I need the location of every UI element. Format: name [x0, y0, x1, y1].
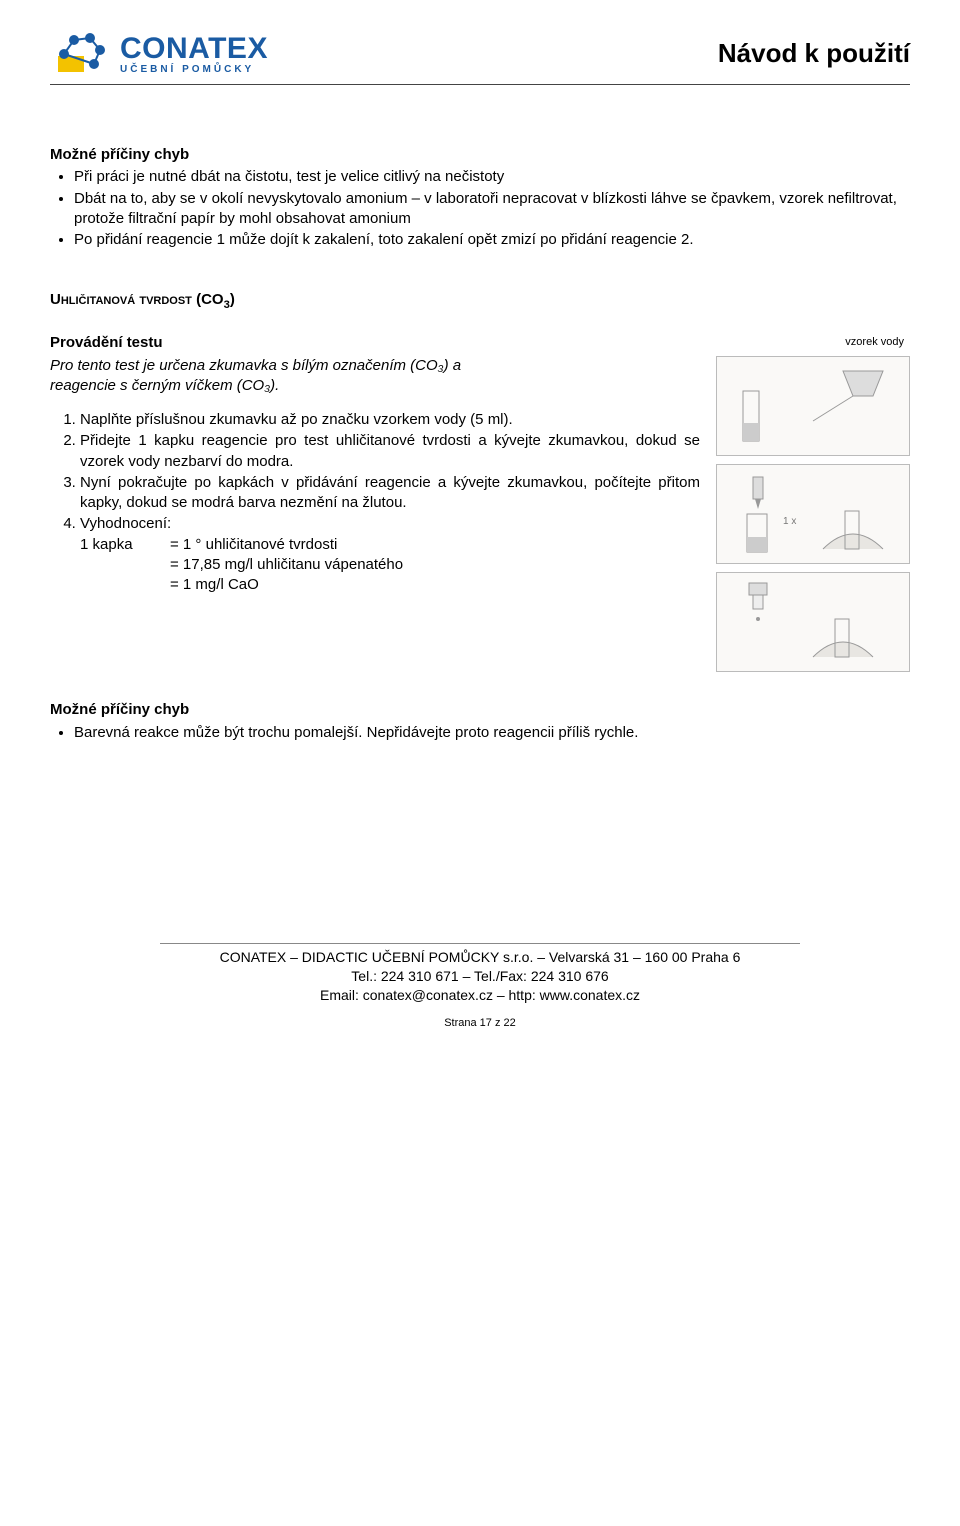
step-item: Přidejte 1 kapku reagencie pro test uhli… — [80, 431, 700, 472]
svg-text:1 x: 1 x — [783, 516, 796, 527]
figure-column: vzorek vody 1 x — [710, 333, 910, 680]
list-item: Po přidání reagencie 1 může dojít k zaka… — [74, 230, 910, 250]
error-causes-list-1: Při práci je nutné dbát na čistotu, test… — [50, 167, 910, 250]
intro-line: Pro tento test je určena zkumavka s bílý… — [50, 357, 461, 374]
procedure-heading: Provádění testu — [50, 333, 700, 353]
eval-left-empty — [80, 555, 170, 575]
eval-left-empty — [80, 575, 170, 595]
logo-brand: CONATEX — [120, 33, 268, 65]
figure-step-2: 1 x — [716, 464, 910, 564]
footer-divider — [160, 943, 800, 944]
step-item: Nyní pokračujte po kapkách v přidávání r… — [80, 473, 700, 514]
eval-right: = 1 mg/l CaO — [170, 575, 259, 595]
step-text: Vyhodnocení: — [80, 515, 171, 532]
logo-text-group: CONATEX UČEBNÍ POMŮCKY — [120, 33, 268, 75]
page-header: CONATEX UČEBNÍ POMŮCKY Návod k použití — [50, 30, 910, 85]
step-item: Vyhodnocení: 1 kapka = 1 ° uhličitanové … — [80, 514, 700, 595]
error-causes-list-2: Barevná reakce může být trochu pomalejší… — [50, 723, 910, 743]
list-item: Při práci je nutné dbát na čistotu, test… — [74, 167, 910, 187]
heading-text: Uhličitanová tvrdost (CO — [50, 291, 224, 308]
eval-right: = 17,85 mg/l uhličitanu vápenatého — [170, 555, 403, 575]
tube-fill-icon — [723, 361, 903, 451]
evaluation-row: = 17,85 mg/l uhličitanu vápenatého — [80, 555, 700, 575]
logo-molecule-icon — [50, 30, 112, 78]
evaluation-row: 1 kapka = 1 ° uhličitanové tvrdosti — [80, 535, 700, 555]
eval-right: = 1 ° uhličitanové tvrdosti — [170, 535, 337, 555]
intro-line: reagencie s černým víčkem (CO₃). — [50, 377, 279, 394]
procedure-container: Provádění testu Pro tento test je určena… — [50, 333, 910, 680]
footer-line-1: CONATEX – DIDACTIC UČEBNÍ POMŮCKY s.r.o.… — [50, 948, 910, 967]
page-footer: CONATEX – DIDACTIC UČEBNÍ POMŮCKY s.r.o.… — [50, 948, 910, 1005]
footer-line-2: Tel.: 224 310 671 – Tel./Fax: 224 310 67… — [50, 967, 910, 986]
heading-text: ) — [230, 291, 235, 308]
error-causes-section-1: Možné příčiny chyb Při práci je nutné db… — [50, 145, 910, 250]
logo-tagline: UČEBNÍ POMŮCKY — [120, 65, 268, 76]
logo: CONATEX UČEBNÍ POMŮCKY — [50, 30, 268, 78]
error-causes-heading-1: Možné příčiny chyb — [50, 145, 910, 165]
list-item: Dbát na to, aby se v okolí nevyskytovalo… — [74, 189, 910, 230]
page-number: Strana 17 z 22 — [50, 1016, 910, 1031]
dropper-swirl-icon: 1 x — [723, 469, 903, 559]
evaluation-row: = 1 mg/l CaO — [80, 575, 700, 595]
list-item: Barevná reakce může být trochu pomalejší… — [74, 723, 910, 743]
carbonate-hardness-heading: Uhličitanová tvrdost (CO3) — [50, 290, 910, 313]
dropper-count-icon — [723, 577, 903, 667]
procedure-text-column: Provádění testu Pro tento test je určena… — [50, 333, 700, 596]
eval-left: 1 kapka — [80, 535, 170, 555]
error-causes-section-2: Možné příčiny chyb Barevná reakce může b… — [50, 700, 910, 743]
step-item: Naplňte příslušnou zkumavku až po značku… — [80, 410, 700, 430]
figure-label: vzorek vody — [716, 333, 910, 352]
error-causes-heading-2: Možné příčiny chyb — [50, 700, 910, 720]
footer-line-3: Email: conatex@conatex.cz – http: www.co… — [50, 986, 910, 1005]
evaluation-block: 1 kapka = 1 ° uhličitanové tvrdosti = 17… — [80, 535, 700, 596]
procedure-steps: Naplňte příslušnou zkumavku až po značku… — [50, 410, 700, 595]
page-title: Návod k použití — [718, 36, 910, 71]
figure-step-3 — [716, 572, 910, 672]
procedure-intro: Pro tento test je určena zkumavka s bílý… — [50, 356, 700, 397]
figure-step-1 — [716, 356, 910, 456]
